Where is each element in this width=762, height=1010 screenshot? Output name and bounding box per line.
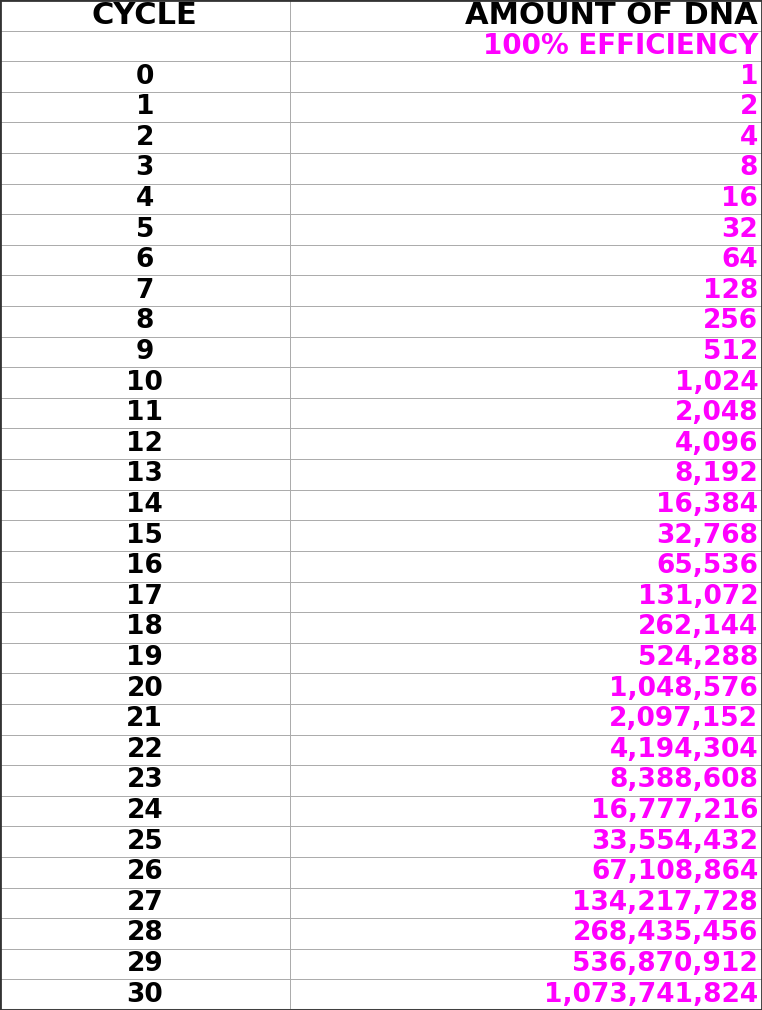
- Text: 10: 10: [126, 370, 163, 396]
- Text: 22: 22: [126, 737, 163, 763]
- Text: 2,048: 2,048: [674, 400, 758, 426]
- Text: 24: 24: [126, 798, 163, 824]
- Text: 8,192: 8,192: [674, 462, 758, 488]
- Text: 6: 6: [136, 247, 154, 273]
- Text: 20: 20: [126, 676, 163, 702]
- Text: 1: 1: [136, 94, 154, 120]
- Text: 1,048,576: 1,048,576: [610, 676, 758, 702]
- Text: 4,194,304: 4,194,304: [610, 737, 758, 763]
- Text: 12: 12: [126, 431, 163, 457]
- Text: 2: 2: [136, 124, 154, 150]
- Text: CYCLE: CYCLE: [92, 1, 197, 30]
- Text: 17: 17: [126, 584, 163, 610]
- Text: 67,108,864: 67,108,864: [591, 860, 758, 886]
- Text: 1,073,741,824: 1,073,741,824: [544, 982, 758, 1008]
- Text: 256: 256: [703, 308, 758, 334]
- Text: 16: 16: [722, 186, 758, 212]
- Text: 100% EFFICIENCY: 100% EFFICIENCY: [482, 32, 758, 60]
- Text: 8: 8: [136, 308, 154, 334]
- Text: 16,777,216: 16,777,216: [591, 798, 758, 824]
- Text: AMOUNT OF DNA: AMOUNT OF DNA: [466, 1, 758, 30]
- Text: 0: 0: [136, 64, 154, 90]
- Text: 128: 128: [703, 278, 758, 304]
- Text: 3: 3: [136, 156, 154, 182]
- Text: 19: 19: [126, 645, 163, 671]
- Text: 28: 28: [126, 920, 163, 946]
- Text: 32: 32: [722, 216, 758, 242]
- Text: 8,388,608: 8,388,608: [610, 768, 758, 794]
- Text: 32,768: 32,768: [656, 522, 758, 548]
- Text: 134,217,728: 134,217,728: [572, 890, 758, 916]
- Text: 1,024: 1,024: [674, 370, 758, 396]
- Text: 524,288: 524,288: [638, 645, 758, 671]
- Text: 536,870,912: 536,870,912: [572, 951, 758, 977]
- Text: 13: 13: [126, 462, 163, 488]
- Text: 33,554,432: 33,554,432: [591, 828, 758, 854]
- Text: 18: 18: [126, 614, 163, 640]
- Text: 7: 7: [136, 278, 154, 304]
- Text: 16: 16: [126, 553, 163, 579]
- Text: 14: 14: [126, 492, 163, 518]
- Text: 131,072: 131,072: [638, 584, 758, 610]
- Text: 4: 4: [740, 124, 758, 150]
- Text: 262,144: 262,144: [638, 614, 758, 640]
- Text: 2,097,152: 2,097,152: [609, 706, 758, 732]
- Text: 2: 2: [740, 94, 758, 120]
- Text: 29: 29: [126, 951, 163, 977]
- Text: 268,435,456: 268,435,456: [573, 920, 758, 946]
- Text: 30: 30: [126, 982, 163, 1008]
- Text: 26: 26: [126, 860, 163, 886]
- Text: 9: 9: [136, 339, 154, 365]
- Text: 1: 1: [740, 64, 758, 90]
- Text: 15: 15: [126, 522, 163, 548]
- Text: 4,096: 4,096: [674, 431, 758, 457]
- Text: 27: 27: [126, 890, 163, 916]
- Text: 4: 4: [136, 186, 154, 212]
- Text: 25: 25: [126, 828, 163, 854]
- Text: 16,384: 16,384: [656, 492, 758, 518]
- Text: 8: 8: [740, 156, 758, 182]
- Text: 512: 512: [703, 339, 758, 365]
- Text: 65,536: 65,536: [656, 553, 758, 579]
- Text: 64: 64: [722, 247, 758, 273]
- Text: 21: 21: [126, 706, 163, 732]
- Text: 11: 11: [126, 400, 163, 426]
- Text: 23: 23: [126, 768, 163, 794]
- Text: 5: 5: [136, 216, 154, 242]
